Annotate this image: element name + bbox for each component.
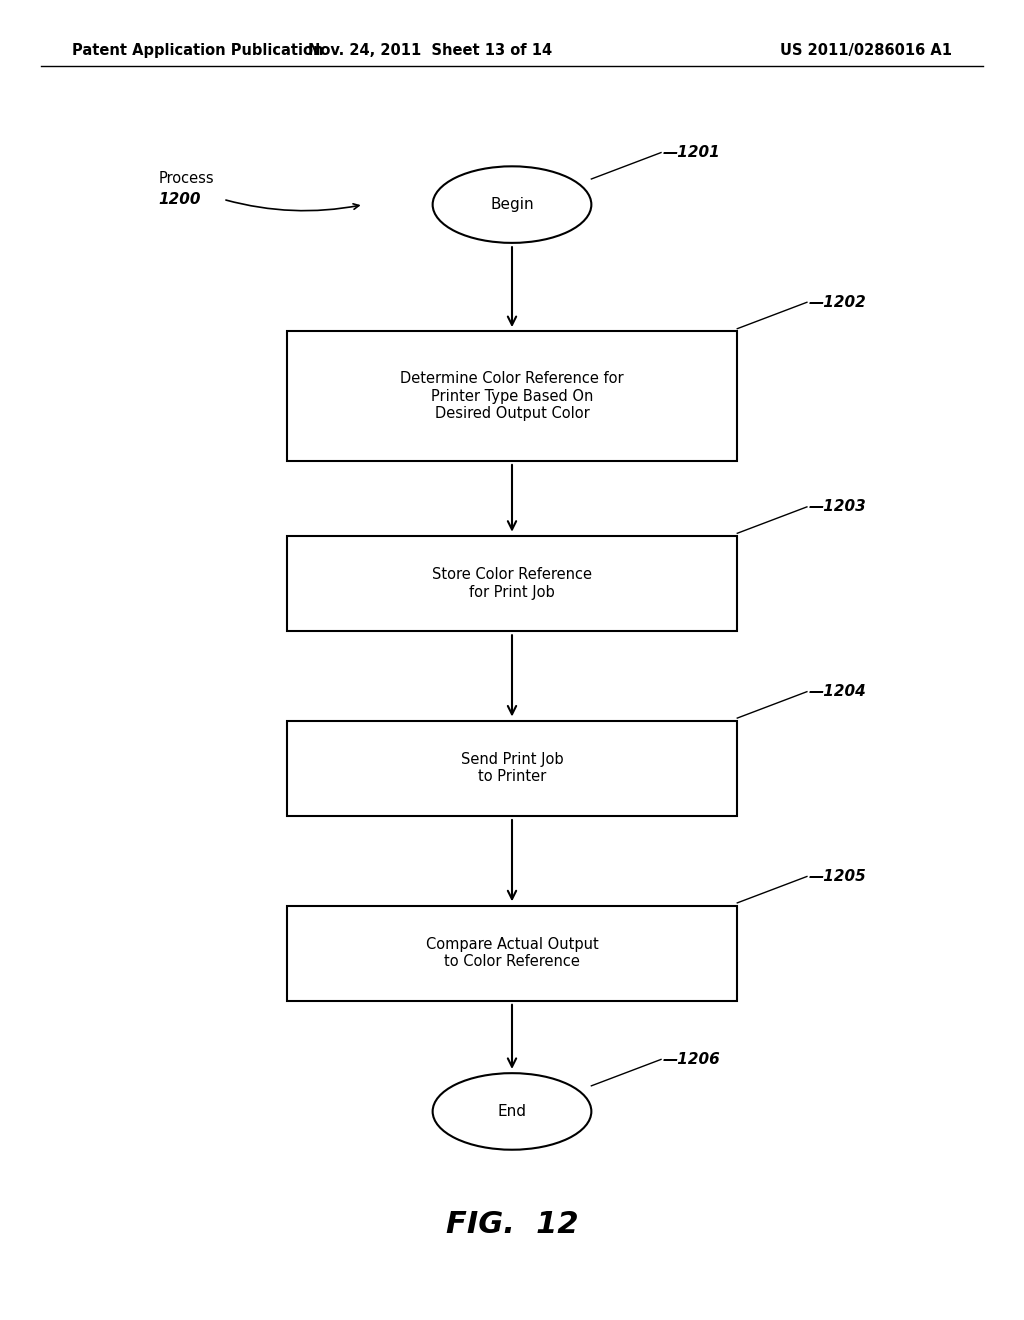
Text: —1202: —1202 (809, 294, 866, 310)
Text: FIG.  12: FIG. 12 (445, 1210, 579, 1239)
Text: US 2011/0286016 A1: US 2011/0286016 A1 (780, 42, 952, 58)
Text: —1204: —1204 (809, 684, 866, 700)
Text: 1200: 1200 (159, 191, 202, 207)
Text: Patent Application Publication: Patent Application Publication (72, 42, 324, 58)
Text: End: End (498, 1104, 526, 1119)
Text: —1205: —1205 (809, 869, 866, 884)
Text: —1201: —1201 (664, 145, 721, 160)
Text: —1206: —1206 (664, 1052, 721, 1067)
Text: Nov. 24, 2011  Sheet 13 of 14: Nov. 24, 2011 Sheet 13 of 14 (308, 42, 552, 58)
Text: —1203: —1203 (809, 499, 866, 515)
Text: Determine Color Reference for
Printer Type Based On
Desired Output Color: Determine Color Reference for Printer Ty… (400, 371, 624, 421)
Text: Compare Actual Output
to Color Reference: Compare Actual Output to Color Reference (426, 937, 598, 969)
Text: Store Color Reference
for Print Job: Store Color Reference for Print Job (432, 568, 592, 599)
Text: Begin: Begin (490, 197, 534, 213)
Text: Process: Process (159, 170, 214, 186)
Text: Send Print Job
to Printer: Send Print Job to Printer (461, 752, 563, 784)
